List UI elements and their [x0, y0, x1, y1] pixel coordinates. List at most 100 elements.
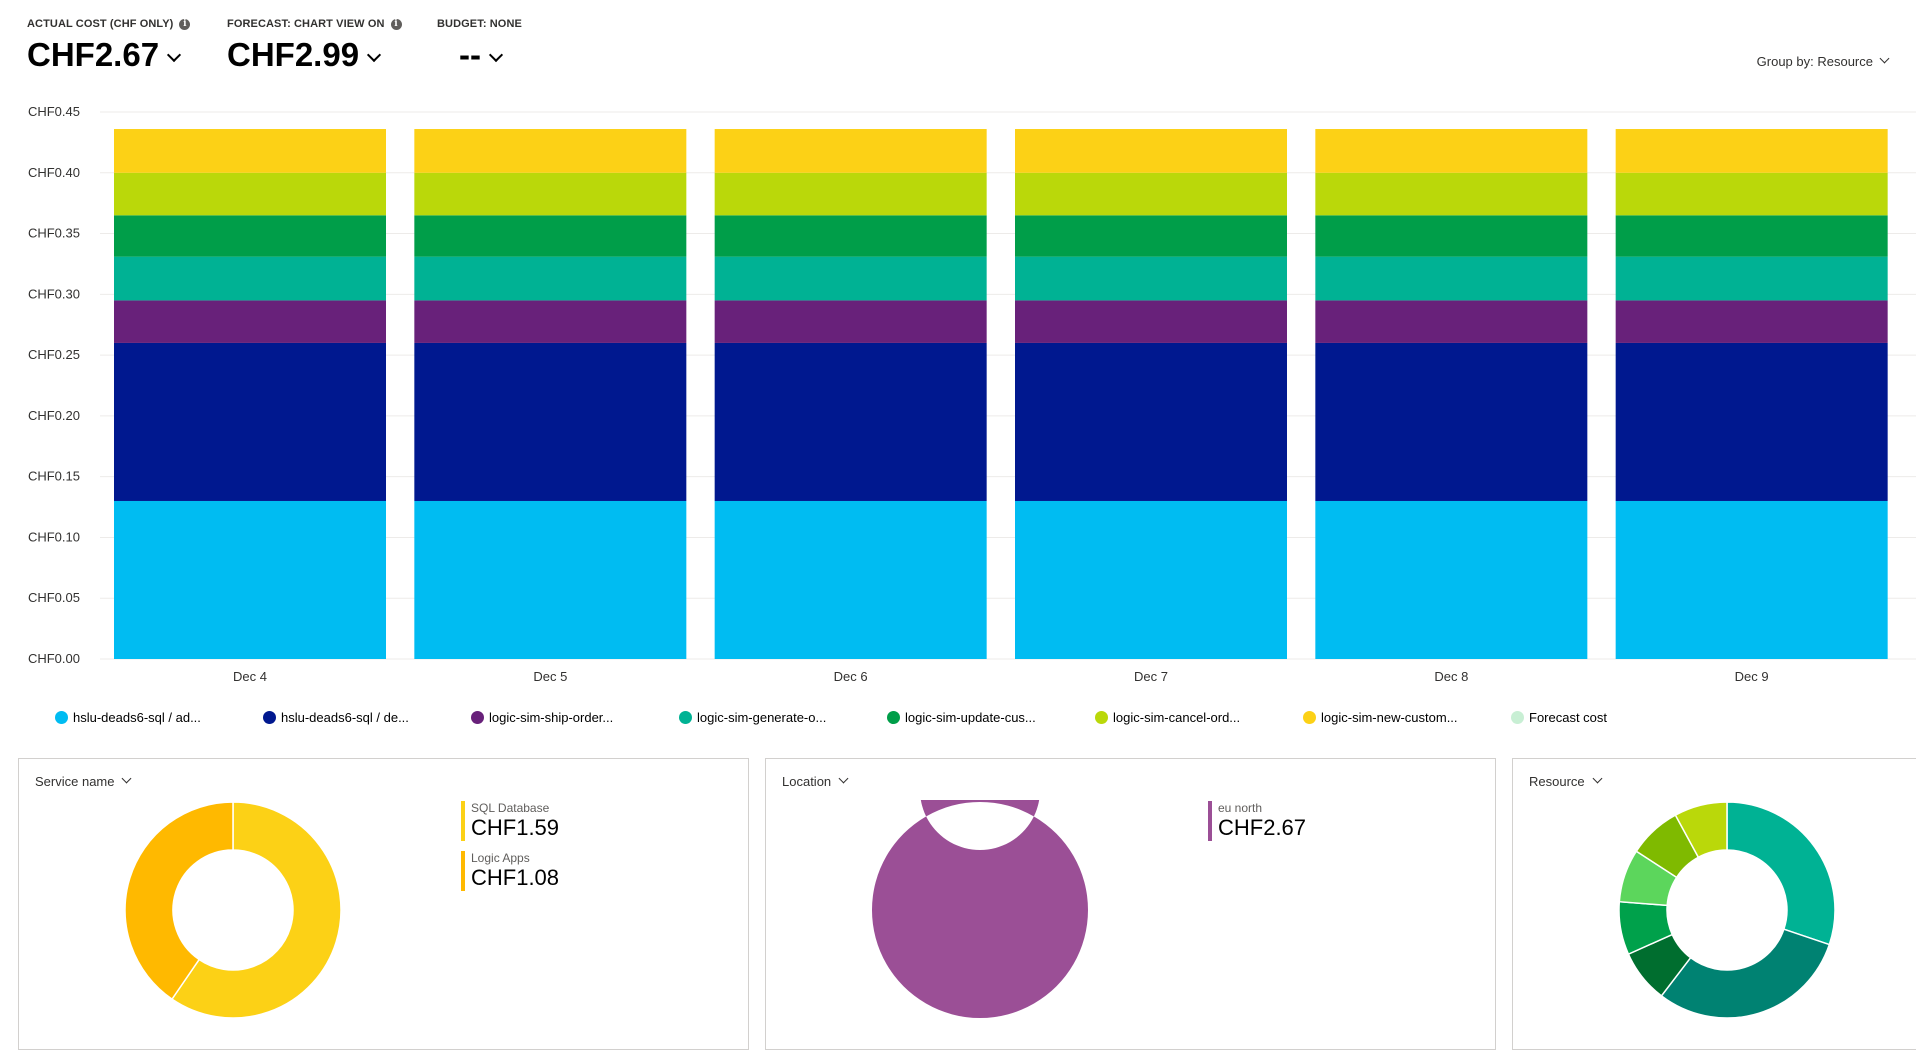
legend-item[interactable]: hslu-deads6-sql / de...	[263, 710, 471, 725]
legend-swatch	[887, 711, 900, 724]
bar-segment	[414, 215, 687, 257]
donut-legend-value: CHF2.67	[1218, 815, 1307, 840]
bar-segment	[1015, 129, 1287, 173]
bar-segment	[714, 300, 987, 343]
donut-legend-value: CHF1.59	[471, 815, 560, 840]
donut-legend-name: SQL Database	[471, 801, 550, 815]
bar-segment	[1615, 256, 1888, 301]
bar-segment	[114, 500, 386, 659]
legend-swatch	[1303, 711, 1316, 724]
kpi-actual-cost-label: ACTUAL COST (CHF ONLY) i	[27, 18, 191, 30]
legend-item[interactable]: logic-sim-ship-order...	[471, 710, 679, 725]
location-dropdown[interactable]: Location	[782, 773, 849, 789]
resource-dropdown[interactable]: Resource	[1529, 773, 1603, 789]
resource-donut	[1618, 801, 1836, 1019]
y-tick-label: CHF0.15	[28, 469, 80, 484]
legend-label: Forecast cost	[1529, 710, 1608, 725]
bar-segment	[114, 256, 386, 301]
donut-legend-value: CHF1.08	[471, 865, 560, 890]
legend-label: hslu-deads6-sql / de...	[281, 710, 409, 725]
donut-slice	[872, 800, 1088, 1018]
y-tick-label: CHF0.25	[28, 347, 80, 362]
donut-slice	[124, 801, 234, 1001]
donut-legend-item[interactable]: eu north CHF2.67	[1208, 801, 1306, 841]
info-icon[interactable]: i	[179, 18, 191, 30]
bar-segment	[714, 342, 987, 501]
x-tick-label: Dec 5	[533, 669, 567, 684]
bar-segment	[114, 129, 386, 173]
y-tick-label: CHF0.40	[28, 165, 80, 180]
bar-segment	[1015, 500, 1287, 659]
legend-item[interactable]: logic-sim-update-cus...	[887, 710, 1095, 725]
bar-segment	[414, 256, 687, 301]
donut-legend-name: eu north	[1218, 801, 1263, 815]
legend-swatch	[679, 711, 692, 724]
bar-segment	[1015, 256, 1287, 301]
bar-segment	[714, 129, 987, 173]
kpi-forecast: FORECAST: CHART VIEW ON i CHF2.99	[227, 18, 402, 74]
legend-item[interactable]: logic-sim-generate-o...	[679, 710, 887, 725]
kpi-budget-value[interactable]: --	[437, 36, 522, 74]
bar-segment	[114, 215, 386, 257]
bar-segment	[114, 342, 386, 501]
bar-segment	[1315, 256, 1588, 301]
bar-segment	[1015, 342, 1287, 501]
kpi-actual-cost: ACTUAL COST (CHF ONLY) i CHF2.67	[27, 18, 191, 74]
x-tick-label: Dec 4	[233, 669, 267, 684]
x-tick-label: Dec 9	[1735, 669, 1769, 684]
chevron-down-icon	[1592, 773, 1603, 784]
bar-segment	[1615, 172, 1888, 216]
kpi-budget: BUDGET: NONE --	[437, 18, 522, 74]
legend-swatch	[1511, 711, 1524, 724]
legend-swatch	[1095, 711, 1108, 724]
chart-legend: hslu-deads6-sql / ad... hslu-deads6-sql /…	[55, 710, 1631, 725]
bar-segment	[1015, 172, 1287, 216]
y-tick-label: CHF0.10	[28, 529, 80, 544]
legend-label: hslu-deads6-sql / ad...	[73, 710, 201, 725]
bar-segment	[714, 256, 987, 301]
legend-item[interactable]: logic-sim-cancel-ord...	[1095, 710, 1303, 725]
legend-item[interactable]: Forecast cost	[1511, 710, 1631, 725]
group-by-dropdown[interactable]: Group by: Resource	[1757, 53, 1890, 69]
location-donut	[872, 800, 1088, 1018]
bar-segment	[714, 215, 987, 257]
x-tick-label: Dec 7	[1134, 669, 1168, 684]
donut-slice	[170, 801, 342, 1019]
donut-legend-item[interactable]: SQL Database CHF1.59	[461, 801, 559, 841]
legend-swatch	[263, 711, 276, 724]
legend-label: logic-sim-generate-o...	[697, 710, 827, 725]
bar-segment	[1315, 129, 1588, 173]
bar-segment	[1615, 500, 1888, 659]
bar-segment	[414, 172, 687, 216]
legend-swatch	[471, 711, 484, 724]
bar-segment	[1615, 342, 1888, 501]
y-tick-label: CHF0.30	[28, 286, 80, 301]
bar-segment	[114, 172, 386, 216]
location-legend: eu north CHF2.67	[1208, 801, 1306, 851]
donut-legend-item[interactable]: Logic Apps CHF1.08	[461, 851, 559, 891]
y-tick-label: CHF0.20	[28, 408, 80, 423]
service-name-donut	[124, 801, 342, 1019]
legend-label: logic-sim-update-cus...	[905, 710, 1036, 725]
kpi-forecast-value[interactable]: CHF2.99	[227, 36, 402, 74]
chevron-down-icon	[1879, 53, 1890, 64]
x-tick-label: Dec 6	[834, 669, 868, 684]
service-name-dropdown[interactable]: Service name	[35, 773, 132, 789]
bar-segment	[1315, 342, 1588, 501]
bar-segment	[1015, 300, 1287, 343]
kpi-actual-cost-value[interactable]: CHF2.67	[27, 36, 190, 74]
chevron-down-icon	[366, 47, 382, 63]
chevron-down-icon	[838, 773, 849, 784]
bar-segment	[1615, 215, 1888, 257]
info-icon[interactable]: i	[390, 18, 402, 30]
donut-slice	[1660, 928, 1831, 1019]
service-name-legend: SQL Database CHF1.59 Logic Apps CHF1.08	[461, 801, 559, 901]
legend-item[interactable]: hslu-deads6-sql / ad...	[55, 710, 263, 725]
bar-segment	[714, 172, 987, 216]
chevron-down-icon	[166, 47, 182, 63]
legend-label: logic-sim-cancel-ord...	[1113, 710, 1241, 725]
y-tick-label: CHF0.35	[28, 226, 80, 241]
legend-item[interactable]: logic-sim-new-custom...	[1303, 710, 1511, 725]
bar-segment	[1315, 500, 1588, 659]
bar-segment	[414, 500, 687, 659]
